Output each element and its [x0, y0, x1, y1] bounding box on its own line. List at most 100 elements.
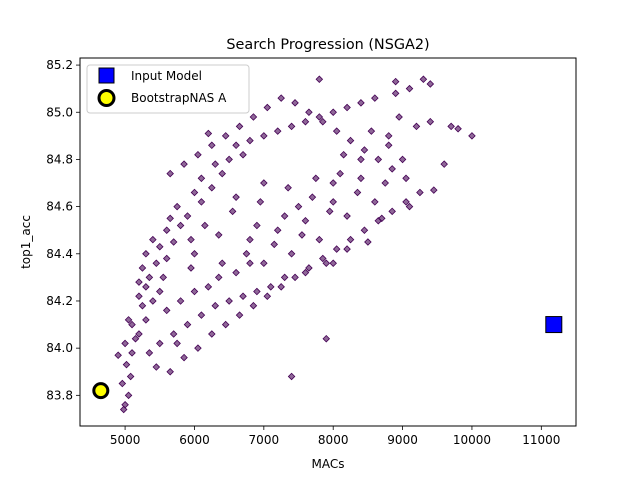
population-point: [343, 245, 351, 253]
population-point: [190, 287, 199, 296]
population-point: [364, 238, 372, 246]
population-point: [187, 235, 195, 244]
population-point: [298, 231, 306, 239]
population-point: [235, 311, 244, 319]
population-point: [118, 379, 127, 388]
population-point: [208, 141, 216, 150]
population-point: [260, 179, 268, 187]
population-point: [329, 259, 337, 267]
population-point: [114, 351, 122, 359]
population-point: [183, 320, 192, 329]
population-point: [339, 150, 348, 159]
population-point: [332, 127, 341, 135]
legend-box: [86, 64, 250, 114]
population-point: [169, 330, 178, 338]
population-point: [156, 339, 164, 348]
y-tick-label: 83.8: [46, 388, 73, 402]
population-point: [239, 150, 247, 159]
population-point: [235, 122, 244, 131]
population-point: [270, 240, 279, 249]
population-point: [301, 268, 310, 277]
x-tick-label: 6000: [179, 433, 210, 447]
population-point: [149, 297, 157, 305]
population-point: [156, 287, 164, 296]
population-point: [367, 127, 376, 135]
population-point: [329, 179, 337, 187]
population-point: [371, 94, 379, 102]
population-point: [360, 146, 369, 154]
plot-frame: [79, 57, 577, 427]
population-point: [197, 198, 206, 206]
population-point: [426, 80, 435, 88]
population-point: [426, 117, 435, 126]
population-point: [315, 235, 324, 244]
population-point: [204, 129, 213, 138]
population-point: [138, 301, 147, 310]
population-point: [315, 75, 324, 83]
population-point: [249, 113, 258, 121]
population-point: [122, 360, 131, 369]
population-point: [280, 273, 289, 282]
population-point: [315, 113, 324, 121]
population-point: [391, 89, 400, 98]
population-point: [180, 353, 188, 362]
population-point: [343, 103, 351, 112]
highlight-series: [92, 316, 563, 400]
y-tick-label: 84.8: [46, 152, 73, 166]
population-point: [173, 339, 181, 348]
population-point: [371, 198, 379, 206]
chart-title: Search Progression (NSGA2): [226, 37, 429, 53]
population-point: [142, 316, 150, 324]
population-point: [267, 283, 275, 291]
population-point: [416, 188, 424, 197]
population-point: [142, 283, 150, 291]
population-point: [169, 238, 178, 246]
population-point: [221, 132, 230, 140]
population-point: [253, 287, 261, 296]
population-point: [381, 179, 389, 187]
population-point: [402, 174, 410, 183]
population-point: [166, 367, 174, 376]
population-point: [287, 372, 296, 381]
population-point: [374, 217, 383, 225]
population-point: [232, 268, 240, 277]
x-axis: 5000 6000 7000 8000 9000 10000 11000: [110, 426, 560, 447]
population-point: [430, 186, 438, 194]
population-point: [166, 214, 174, 223]
population-point: [135, 292, 143, 301]
population-point: [128, 349, 136, 357]
population-point: [246, 136, 254, 145]
legend-input-model-label: Input Model: [131, 69, 202, 83]
population-point: [332, 245, 341, 253]
population-point: [194, 344, 202, 352]
population-point: [190, 250, 199, 258]
legend-input-model-marker: [98, 67, 115, 84]
population-point: [176, 221, 185, 230]
population-point: [291, 273, 299, 282]
population-point: [253, 221, 261, 230]
population-point: [162, 226, 171, 234]
population-point: [277, 94, 285, 102]
population-point: [208, 330, 216, 338]
population-point: [131, 334, 140, 343]
population-point: [256, 198, 265, 206]
population-point: [162, 306, 171, 315]
population-point: [384, 132, 393, 140]
population-point: [159, 273, 168, 282]
population-point: [145, 349, 154, 357]
population-point: [273, 226, 282, 234]
population-point: [336, 169, 344, 178]
population-point: [353, 188, 362, 197]
y-tick-label: 84.2: [46, 294, 73, 308]
population-point: [152, 363, 161, 371]
population-point: [260, 132, 268, 140]
population-point: [398, 155, 407, 164]
x-axis-label: MACs: [312, 457, 345, 471]
population-point: [454, 125, 462, 133]
population-point: [308, 193, 317, 201]
population-point: [249, 301, 258, 310]
population-point: [225, 155, 233, 164]
population-point: [287, 250, 296, 258]
population-point: [152, 259, 161, 267]
